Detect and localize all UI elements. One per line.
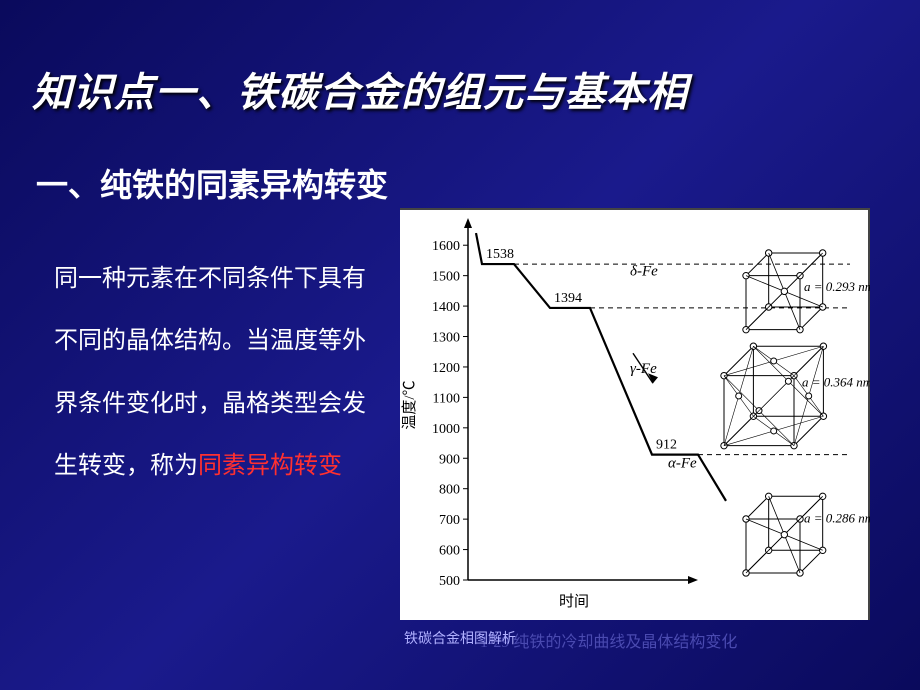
svg-text:1394: 1394 (554, 291, 582, 306)
svg-text:γ-Fe: γ-Fe (630, 361, 657, 377)
svg-text:900: 900 (439, 452, 460, 467)
body-paragraph: 同一种元素在不同条件下具有不同的晶体结构。当温度等外界条件变化时，晶格类型会发生… (54, 248, 384, 498)
svg-text:δ-Fe: δ-Fe (630, 264, 658, 280)
svg-text:1300: 1300 (432, 331, 460, 346)
svg-text:1538: 1538 (486, 247, 514, 262)
cooling-curve-diagram: 500 600 700 800 900 1000 1100 1200 1300 1400 1500 1… (400, 208, 870, 620)
svg-text:1000: 1000 (432, 422, 460, 437)
slide-footer: 铁碳合金相图解析 (0, 628, 920, 648)
svg-text:1100: 1100 (433, 391, 460, 406)
svg-text:1600: 1600 (432, 239, 460, 254)
body-text: 同一种元素在不同条件下具有不同的晶体结构。当温度等外界条件变化时，晶格类型会发生… (54, 266, 366, 479)
svg-text:1200: 1200 (432, 361, 460, 376)
svg-text:1500: 1500 (432, 270, 460, 285)
section-heading: 一、纯铁的同素异构转变 (36, 160, 388, 206)
svg-text:912: 912 (656, 438, 677, 453)
highlight-term: 同素异构转变 (198, 453, 342, 479)
svg-text:600: 600 (439, 544, 460, 559)
diagram-svg: 500 600 700 800 900 1000 1100 1200 1300 1400 1500 1… (400, 210, 870, 622)
svg-text:a = 0.364 nm: a = 0.364 nm (802, 374, 870, 389)
svg-text:1400: 1400 (432, 300, 460, 315)
svg-text:700: 700 (439, 513, 460, 528)
svg-text:温度/℃: 温度/℃ (401, 380, 418, 429)
svg-text:800: 800 (439, 483, 460, 498)
svg-text:500: 500 (439, 574, 460, 589)
svg-text:α-Fe: α-Fe (668, 455, 697, 471)
svg-text:a = 0.286 nm: a = 0.286 nm (804, 510, 870, 525)
svg-text:a = 0.293 nm: a = 0.293 nm (804, 279, 870, 294)
svg-text:时间: 时间 (559, 593, 589, 610)
slide-title: 知识点一、铁碳合金的组元与基本相 (32, 60, 688, 118)
